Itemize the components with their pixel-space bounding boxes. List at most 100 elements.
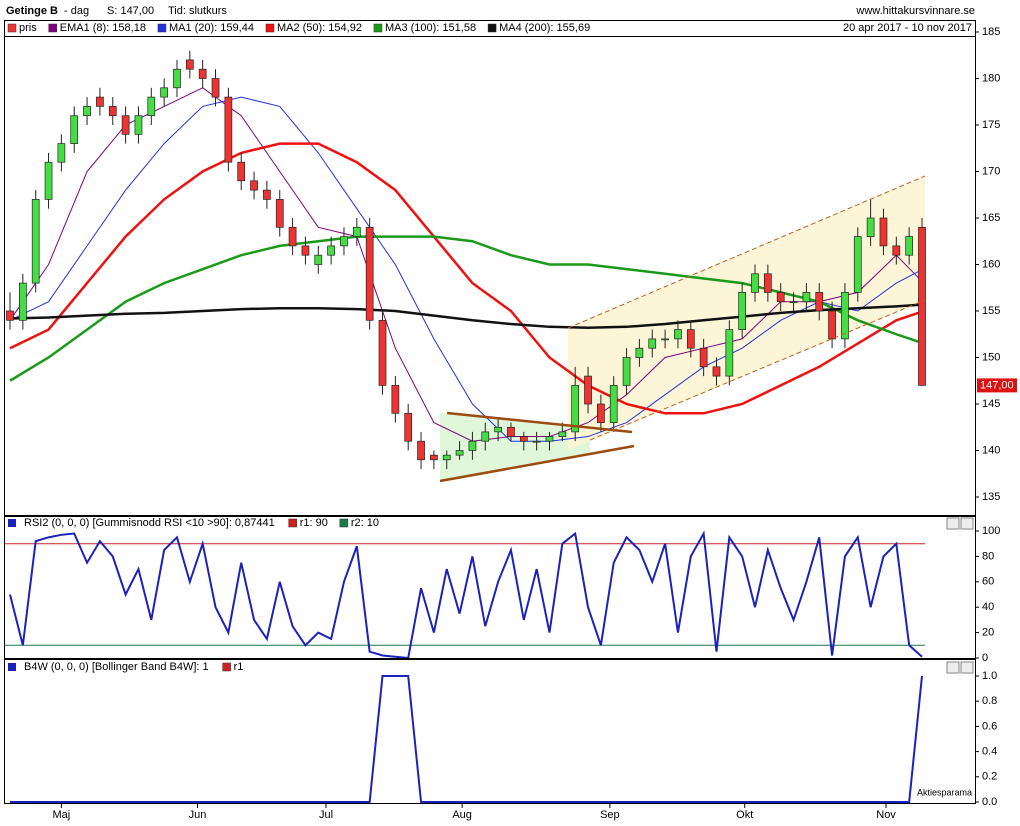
candle-body xyxy=(301,245,310,256)
candle-body xyxy=(57,143,66,163)
y-tick-label: 175 xyxy=(982,119,1000,131)
mode-text: Tid: slutkurs xyxy=(168,5,227,17)
y-tick-label: 165 xyxy=(982,212,1000,224)
tool-icons xyxy=(946,517,974,674)
legend-label: MA4 (200): 155,69 xyxy=(499,22,590,34)
legend-swatch xyxy=(265,23,275,33)
candle-body xyxy=(275,199,284,228)
period: - dag xyxy=(64,5,89,17)
b4w-frame xyxy=(4,659,976,804)
candle-body xyxy=(674,329,682,340)
candle-body xyxy=(70,115,79,144)
candle-body xyxy=(815,292,824,312)
candle-body xyxy=(853,236,862,293)
candle-body xyxy=(661,338,669,341)
y-tick-label: 1.0 xyxy=(982,670,997,682)
tool-icon[interactable] xyxy=(960,517,974,530)
channel-line xyxy=(589,299,926,441)
candle-body xyxy=(340,236,348,247)
price-text: S: 147,00 xyxy=(107,5,154,17)
candle-body xyxy=(571,385,580,433)
legend-swatch xyxy=(487,23,497,33)
candle-body xyxy=(686,329,695,349)
plot xyxy=(5,50,926,803)
candle-body xyxy=(198,68,207,79)
candle-body xyxy=(597,403,605,423)
series-line xyxy=(9,303,923,329)
legend-label: MA1 (20): 159,44 xyxy=(169,22,254,34)
x-tick-label: Sep xyxy=(600,809,620,821)
candle-body xyxy=(134,115,143,135)
tool-icon[interactable] xyxy=(946,661,960,674)
candle-body xyxy=(468,440,477,451)
candle-body xyxy=(18,282,27,321)
watermark: Aktiesparama xyxy=(917,787,972,797)
x-tick-label: Aug xyxy=(452,809,472,821)
candle-body xyxy=(44,161,53,200)
candle-body xyxy=(314,254,323,265)
candle-body xyxy=(609,385,618,423)
candle-body xyxy=(892,245,901,256)
candle-body xyxy=(545,436,554,442)
tool-icon[interactable] xyxy=(946,517,960,530)
candle-body xyxy=(725,329,734,377)
y-tick-label: 150 xyxy=(982,351,1000,363)
series-line xyxy=(9,530,923,660)
candle-body xyxy=(481,431,490,442)
candle-body xyxy=(494,426,502,433)
y-tick-label: 145 xyxy=(982,398,1000,410)
legend-swatch xyxy=(288,518,297,528)
legend-swatch xyxy=(8,663,16,671)
candle-body xyxy=(635,347,644,358)
candle-body xyxy=(121,115,130,135)
candle-body xyxy=(237,161,246,182)
x-tick-label: Okt xyxy=(736,809,753,821)
candle-body xyxy=(751,273,759,293)
candle-body xyxy=(558,431,567,437)
candle-body xyxy=(250,180,258,191)
legend-swatch xyxy=(157,23,167,33)
legend-swatch xyxy=(48,23,57,33)
y-tick-label: 170 xyxy=(982,165,1000,177)
candle-body xyxy=(519,436,528,442)
legend-label: r1: 90 xyxy=(300,517,328,529)
candle-body xyxy=(699,347,708,368)
rsi-frame xyxy=(4,516,976,659)
x-tick-label: Jul xyxy=(319,809,333,821)
candle-body xyxy=(160,87,168,98)
legend-label: r2: 10 xyxy=(351,517,379,529)
candle-body xyxy=(224,96,233,163)
y-tick-label: 185 xyxy=(982,26,1000,38)
candle-body xyxy=(430,454,438,461)
candle-body xyxy=(764,273,772,293)
candle-body xyxy=(365,226,374,321)
candle-body xyxy=(841,292,849,340)
candle-body xyxy=(378,319,387,386)
legend-label: r1 xyxy=(234,661,244,673)
candle-body xyxy=(288,226,297,247)
candle-body xyxy=(879,217,888,247)
tool-icon[interactable] xyxy=(960,661,974,674)
candle-body xyxy=(738,292,747,330)
y-tick-label: 155 xyxy=(982,305,1000,317)
candle-body xyxy=(31,199,40,284)
candle-body xyxy=(417,440,425,461)
candle-body xyxy=(802,292,811,303)
candle-body xyxy=(712,366,721,377)
candle-body xyxy=(173,68,181,89)
legend-swatch xyxy=(339,518,349,528)
date-range: 20 apr 2017 - 10 nov 2017 xyxy=(843,22,972,34)
candle-body xyxy=(391,385,400,414)
y-tick-label: 40 xyxy=(982,601,994,613)
series-line xyxy=(9,96,923,442)
y-tick-label: 0.0 xyxy=(982,796,997,808)
candle-body xyxy=(789,301,798,304)
y-tick-label: 100 xyxy=(982,525,1000,537)
candle-body xyxy=(455,450,464,456)
candle-body xyxy=(352,226,361,237)
y-tick-label: 0 xyxy=(982,652,988,664)
y-tick-label: 140 xyxy=(982,444,1000,456)
b4w-title: B4W (0, 0, 0) [Bollinger Band B4W]: 1 xyxy=(24,661,209,673)
triangle-area xyxy=(440,413,590,480)
